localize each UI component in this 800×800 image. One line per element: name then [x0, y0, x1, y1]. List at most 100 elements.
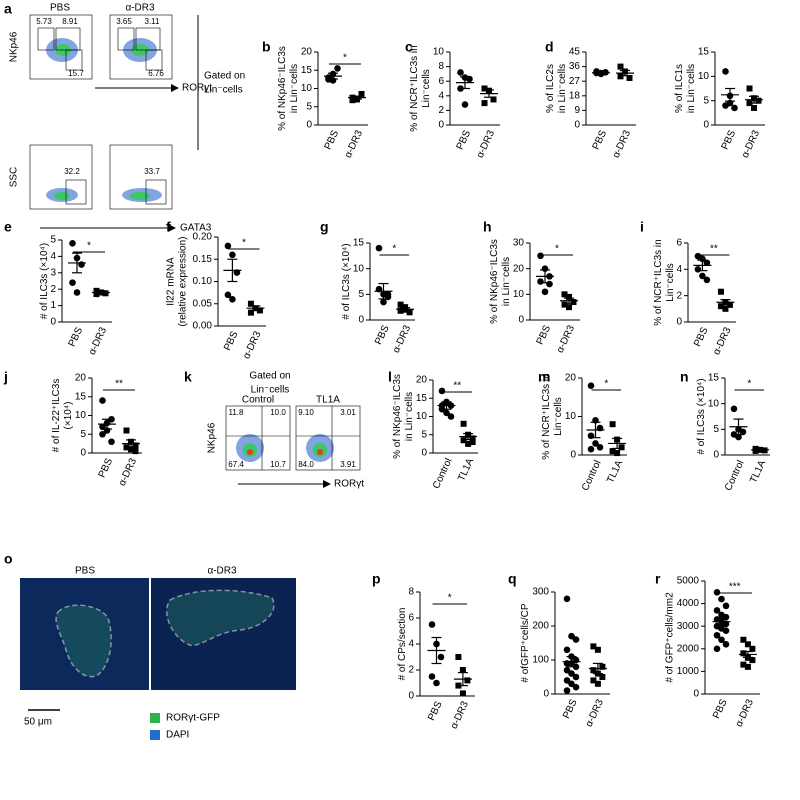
y-tick-label: 5 [358, 289, 364, 300]
data-point [740, 636, 747, 643]
data-point [69, 279, 76, 286]
y-axis-label: Lin⁻cells [665, 263, 676, 302]
data-point [459, 667, 466, 673]
x-tick-label: PBS [720, 128, 739, 151]
panel-letter: b [262, 39, 271, 55]
x-tick-label: PBS [535, 323, 554, 346]
data-point [597, 70, 605, 78]
y-tick-label: 0 [358, 315, 364, 326]
axis-label: RORγt [182, 83, 212, 94]
data-point [380, 298, 387, 306]
data-point [713, 645, 721, 653]
y-axis-label: % of NCR⁺ILC3s in [653, 239, 664, 325]
data-point [590, 667, 597, 674]
gate-value: 3.65 [116, 17, 132, 26]
y-tick-label: 8 [408, 587, 414, 598]
data-point [722, 627, 730, 635]
data-point [596, 444, 604, 451]
data-point [78, 261, 85, 268]
x-tick-label: α-DR3 [734, 697, 756, 728]
x-tick-label: α-DR3 [711, 325, 733, 356]
significance-label: ** [453, 381, 461, 392]
data-point [73, 289, 81, 296]
data-point [699, 272, 706, 280]
data-point [722, 305, 729, 312]
y-tick-label: 0 [543, 689, 549, 700]
y-tick-label: 20 [301, 47, 313, 58]
data-point [731, 104, 738, 112]
x-tick-label: α-DR3 [117, 456, 139, 487]
data-point [594, 680, 601, 687]
gate-value: 32.2 [64, 167, 80, 176]
data-point [455, 654, 462, 660]
y-axis-label: % of ILC1s [674, 64, 685, 113]
y-tick-label: 5 [421, 429, 427, 440]
data-point [587, 445, 595, 453]
data-point [99, 397, 106, 404]
data-point [334, 65, 341, 72]
data-point [99, 430, 106, 438]
y-tick-label: 0 [306, 120, 312, 131]
y-tick-label: 0 [703, 120, 709, 131]
data-point [443, 409, 450, 417]
gate-label: Gated on [204, 71, 245, 82]
x-tick-label: TL1A [456, 456, 476, 483]
y-tick-label: 27 [569, 76, 581, 87]
flow-plot [225, 405, 361, 471]
panel-letter: n [680, 369, 689, 385]
y-tick-label: 0.05 [193, 298, 213, 309]
panel-letter: e [4, 219, 12, 235]
y-tick-label: 0 [518, 315, 524, 326]
gate-value: 5.73 [36, 17, 52, 26]
y-tick-label: 2 [438, 105, 444, 116]
data-point [69, 239, 76, 247]
y-tick-label: 15 [75, 391, 87, 402]
y-tick-label: 20 [75, 373, 87, 384]
y-tick-label: 20 [513, 263, 525, 274]
y-tick-label: 15 [301, 65, 313, 76]
panel-letter: o [4, 551, 13, 567]
data-point [717, 303, 724, 310]
data-point [713, 589, 721, 596]
y-tick-label: 0 [713, 450, 719, 461]
x-tick-label: PBS [373, 323, 392, 346]
data-point [438, 387, 446, 395]
y-tick-label: 2 [408, 665, 414, 676]
y-tick-label: 0.00 [193, 321, 213, 332]
legend-swatch [150, 713, 160, 723]
y-tick-label: 0 [438, 120, 444, 131]
data-point [102, 290, 109, 297]
data-point [406, 309, 413, 316]
data-point [563, 687, 571, 694]
x-tick-label: Control [580, 459, 604, 493]
data-point [465, 440, 472, 447]
gate-value: 6.76 [148, 69, 164, 78]
column-label: α-DR3 [207, 566, 237, 577]
y-tick-label: 2 [50, 284, 56, 295]
column-label: PBS [75, 566, 95, 577]
data-point [618, 444, 625, 451]
gate-label: Lin⁻cells [251, 385, 290, 396]
scale-label: 50 μm [24, 717, 52, 728]
y-axis-label: % of NKp46⁻ILC3s [277, 46, 288, 131]
x-tick-label: PBS [67, 325, 86, 348]
data-point [614, 450, 621, 457]
data-point [599, 663, 606, 670]
gate-value: 15.7 [68, 69, 84, 78]
quadrant-value: 3.91 [340, 460, 356, 469]
data-point [464, 677, 471, 684]
data-point [460, 420, 467, 427]
data-point [572, 673, 580, 681]
legend-label: DAPI [166, 730, 189, 741]
data-point [537, 278, 544, 285]
y-axis-label: # of ILC3s (×10⁴) [696, 378, 707, 454]
y-tick-label: 10 [513, 289, 525, 300]
data-point [457, 69, 464, 76]
data-point [375, 244, 383, 252]
y-axis-label: Lin⁻cells [421, 69, 432, 108]
panel-letter: r [655, 571, 661, 587]
significance-label: ** [115, 379, 123, 390]
significance-label: * [604, 379, 608, 390]
data-point [459, 690, 466, 697]
